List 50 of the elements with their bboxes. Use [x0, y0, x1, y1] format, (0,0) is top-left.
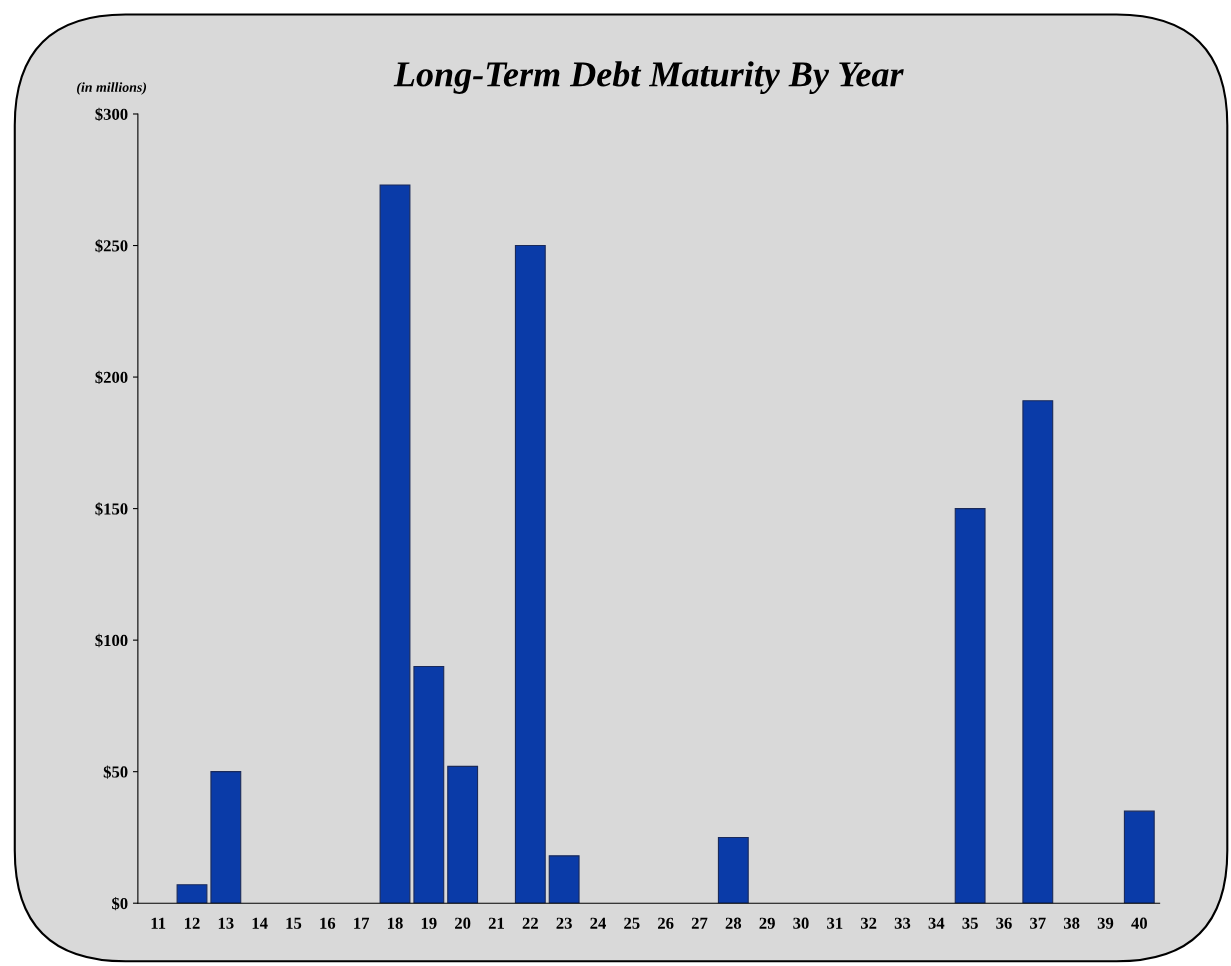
x-tick-label: 18 [388, 917, 403, 929]
x-tick-label: 11 [151, 917, 166, 929]
y-tick-label: $250 [95, 239, 128, 253]
x-tick-label: 26 [658, 917, 674, 929]
x-tick-label: 37 [1030, 917, 1046, 929]
y-tick-label: $50 [103, 765, 128, 779]
bar [548, 855, 580, 904]
x-tick-label: 32 [860, 917, 877, 929]
y-tick-label: $200 [95, 370, 128, 385]
x-tick-label: 38 [1063, 917, 1080, 929]
bar [717, 836, 749, 904]
bar [447, 765, 479, 904]
bar [514, 244, 546, 904]
x-tick-label: 40 [1131, 917, 1147, 929]
x-tick-label: 27 [691, 917, 708, 929]
y-tick-label: $100 [95, 633, 128, 648]
text: (in millions) [77, 82, 147, 95]
y-tick-label: $300 [95, 107, 128, 122]
x-tick-label: 14 [252, 917, 268, 929]
x-tick-label: 24 [590, 917, 607, 929]
x-tick-label: 36 [996, 917, 1012, 929]
bar [413, 665, 445, 904]
x-tick-label: 15 [286, 917, 302, 929]
x-tick-label: 17 [354, 917, 370, 929]
x-tick-label: 29 [759, 917, 775, 929]
x-tick-label: 16 [320, 917, 336, 929]
x-tick-label: 21 [488, 917, 504, 929]
x-tick-label: 28 [725, 917, 742, 929]
bar [379, 184, 411, 904]
x-tick-label: 33 [894, 917, 911, 929]
x-tick-label: 30 [793, 917, 809, 929]
y-tick-label: $150 [95, 502, 128, 516]
chart-title: Long-Term Debt Maturity By Year [393, 61, 904, 94]
x-tick-label: 12 [185, 917, 200, 929]
bar [176, 884, 208, 904]
x-tick-label: 39 [1097, 917, 1114, 929]
x-tick-label: 31 [827, 917, 843, 929]
y-tick-label: $0 [112, 896, 128, 911]
x-tick-label: 23 [556, 917, 572, 929]
x-tick-label: 20 [455, 917, 471, 929]
x-tick-label: 25 [624, 917, 640, 929]
bar [1123, 810, 1155, 904]
bar [954, 508, 986, 904]
x-tick-label: 19 [421, 917, 437, 929]
x-tick-label: 35 [962, 917, 978, 929]
x-tick-label: 13 [218, 917, 234, 929]
bar [1022, 400, 1054, 904]
x-tick-label: 34 [928, 917, 945, 929]
x-tick-label: 22 [522, 917, 538, 929]
bar [210, 771, 242, 904]
